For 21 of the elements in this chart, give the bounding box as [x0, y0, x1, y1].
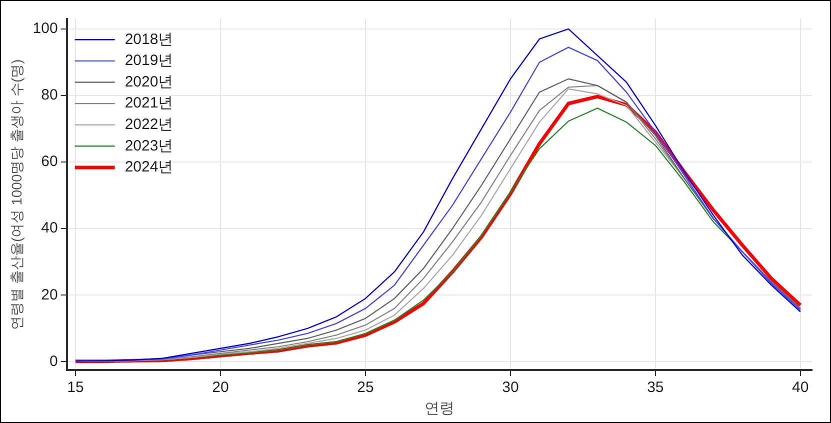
- y-tick-label: 100: [32, 20, 58, 38]
- y-tick-label: 40: [41, 220, 58, 237]
- y-tick-label: 60: [41, 153, 58, 170]
- y-axis-title: 연령별 출산율(여성 1000명당 출생아 수(명): [8, 59, 24, 330]
- x-tick-label: 20: [212, 379, 229, 396]
- x-tick-label: 35: [647, 379, 664, 396]
- legend-label: 2018년: [124, 30, 174, 48]
- y-tick-label: 20: [41, 286, 58, 304]
- x-tick-label: 30: [502, 379, 519, 396]
- legend-label: 2024년: [124, 158, 174, 176]
- legend-label: 2019년: [124, 52, 174, 70]
- legend-label: 2020년: [124, 73, 174, 90]
- x-tick-label: 15: [67, 379, 84, 396]
- legend-label: 2023년: [124, 137, 174, 154]
- x-tick-label: 40: [792, 379, 809, 396]
- x-tick-label: 25: [357, 379, 374, 396]
- legend-label: 2021년: [124, 94, 174, 112]
- y-tick-label: 0: [49, 352, 58, 370]
- y-tick-label: 80: [41, 86, 58, 104]
- x-axis-title: 연령: [424, 400, 454, 418]
- legend-label: 2022년: [124, 116, 174, 133]
